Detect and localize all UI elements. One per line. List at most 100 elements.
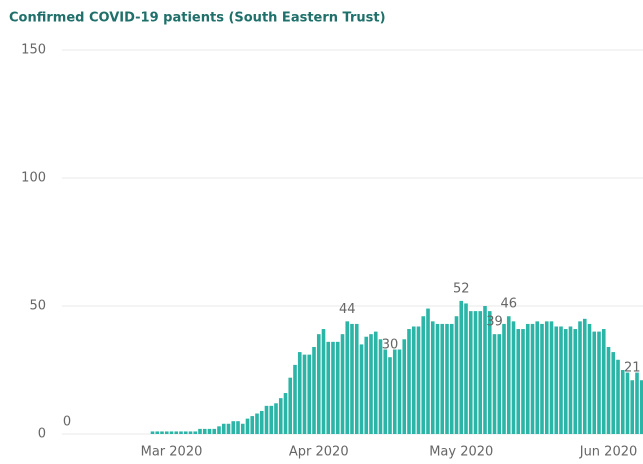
bar [340, 334, 345, 434]
data-label: 21 [624, 361, 641, 376]
bar [449, 323, 454, 434]
bar [193, 431, 198, 434]
bar [616, 359, 620, 434]
y-tick-label: 50 [29, 299, 46, 314]
bar [397, 349, 402, 434]
bar [421, 316, 426, 434]
bar [516, 329, 521, 434]
bar [335, 341, 340, 434]
bar [592, 331, 597, 434]
bar [511, 321, 516, 434]
bar [554, 326, 559, 434]
bar [540, 323, 544, 434]
bar [506, 316, 511, 434]
bar [454, 316, 459, 434]
bar [373, 331, 378, 434]
bar [288, 377, 293, 434]
bar [535, 321, 540, 434]
bar [487, 311, 492, 434]
bar [240, 423, 245, 434]
bar [383, 349, 388, 434]
bar [478, 311, 483, 434]
bar [269, 405, 274, 434]
bar [164, 431, 169, 434]
bar [307, 354, 312, 434]
bar [226, 423, 231, 434]
bar [331, 341, 335, 434]
bar [283, 393, 288, 434]
bar [606, 346, 611, 434]
y-tick-label: 100 [21, 171, 46, 186]
x-tick-label: Mar 2020 [141, 445, 203, 460]
bar [402, 339, 407, 434]
bar [483, 306, 487, 434]
bar [302, 354, 307, 434]
bar [202, 428, 207, 434]
bar [388, 357, 392, 434]
bar [278, 398, 283, 434]
bar [250, 416, 255, 434]
bar [155, 431, 160, 434]
bar [544, 321, 549, 434]
bar [492, 334, 497, 434]
bar [411, 326, 416, 434]
bar [601, 329, 606, 434]
bar [264, 405, 269, 434]
bar [350, 323, 354, 434]
bar [245, 418, 250, 434]
bar [255, 413, 259, 434]
bar [179, 431, 183, 434]
bar [188, 431, 193, 434]
bar [297, 352, 302, 434]
data-label: 44 [339, 302, 356, 317]
bar [578, 321, 582, 434]
bar [582, 318, 587, 434]
bar [559, 326, 563, 434]
data-label: 52 [453, 281, 470, 296]
bar [407, 329, 411, 434]
bar [459, 300, 464, 434]
bar [236, 421, 240, 434]
y-tick-label: 150 [21, 43, 46, 58]
bar [630, 380, 635, 434]
bar [435, 323, 440, 434]
bar [231, 421, 236, 434]
bar [274, 403, 278, 434]
bar [639, 380, 643, 434]
bar [549, 321, 554, 434]
data-label: 0 [63, 415, 71, 430]
bar [378, 339, 383, 434]
bar [174, 431, 179, 434]
bar [497, 334, 502, 434]
bar [321, 329, 326, 434]
x-tick-label: Apr 2020 [289, 445, 349, 460]
bar [312, 346, 316, 434]
bar [354, 323, 359, 434]
bar [430, 321, 435, 434]
bar [326, 341, 331, 434]
bar [445, 323, 449, 434]
chart-title: Confirmed COVID-19 patients (South Easte… [9, 11, 386, 26]
bar [563, 329, 568, 434]
bar [316, 334, 321, 434]
bar [345, 321, 350, 434]
bar [392, 349, 397, 434]
bar [416, 326, 421, 434]
bar [293, 364, 297, 434]
bar [221, 423, 226, 434]
bar [150, 431, 155, 434]
bar [359, 344, 364, 434]
bar [364, 336, 369, 434]
data-label: 30 [382, 338, 399, 353]
bar [217, 426, 221, 434]
bar [525, 323, 530, 434]
bar [597, 331, 601, 434]
bar [440, 323, 445, 434]
bar [369, 334, 373, 434]
x-tick-label: May 2020 [429, 445, 493, 460]
bar [212, 428, 217, 434]
bar [160, 431, 164, 434]
data-label: 46 [500, 297, 517, 312]
bar [207, 428, 212, 434]
